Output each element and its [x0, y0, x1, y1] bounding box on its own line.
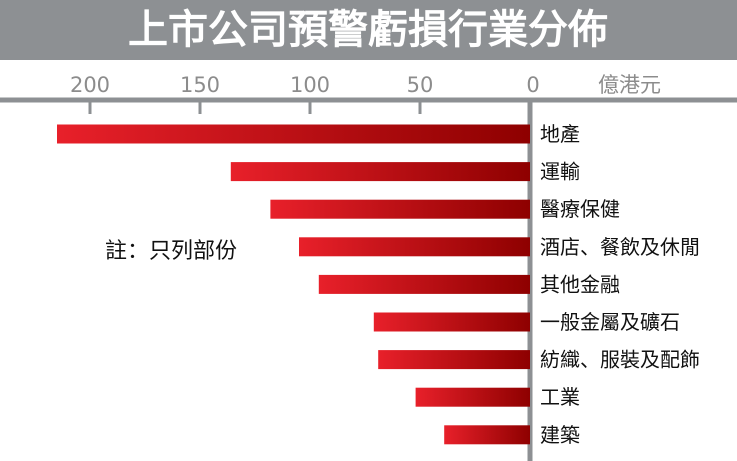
- category-label: 酒店、餐飲及休閒: [540, 235, 700, 259]
- bar: [230, 162, 531, 182]
- category-label: 醫療保健: [540, 197, 620, 221]
- category-label: 建築: [540, 423, 580, 447]
- x-ticks: 200 150 100 50 0: [70, 73, 540, 114]
- note-label: 註：只列部份: [105, 239, 237, 264]
- bar: [270, 199, 530, 219]
- bar: [378, 350, 530, 370]
- category-label: 工業: [540, 385, 580, 409]
- x-tick-label: 0: [526, 73, 539, 97]
- bar: [444, 425, 530, 445]
- bar: [299, 237, 530, 257]
- bar: [318, 274, 530, 294]
- x-tick-label: 50: [407, 73, 434, 97]
- bar: [415, 387, 530, 407]
- category-label: 其他金融: [540, 272, 620, 296]
- bar: [373, 312, 530, 332]
- x-tick-label: 150: [180, 73, 220, 97]
- unit-label: 億港元: [598, 73, 661, 97]
- x-tick-label: 100: [290, 73, 330, 97]
- title-bar: [0, 0, 737, 60]
- x-tick-label: 200: [70, 73, 110, 97]
- category-label: 地產: [540, 122, 580, 146]
- chart-title: 上市公司預警虧損行業分佈: [128, 7, 608, 53]
- category-label: 運輸: [540, 160, 580, 184]
- category-label: 一般金屬及礦石: [540, 310, 680, 334]
- bars: [57, 124, 531, 445]
- bar: [57, 124, 530, 144]
- category-label: 紡織、服裝及配飾: [540, 348, 700, 372]
